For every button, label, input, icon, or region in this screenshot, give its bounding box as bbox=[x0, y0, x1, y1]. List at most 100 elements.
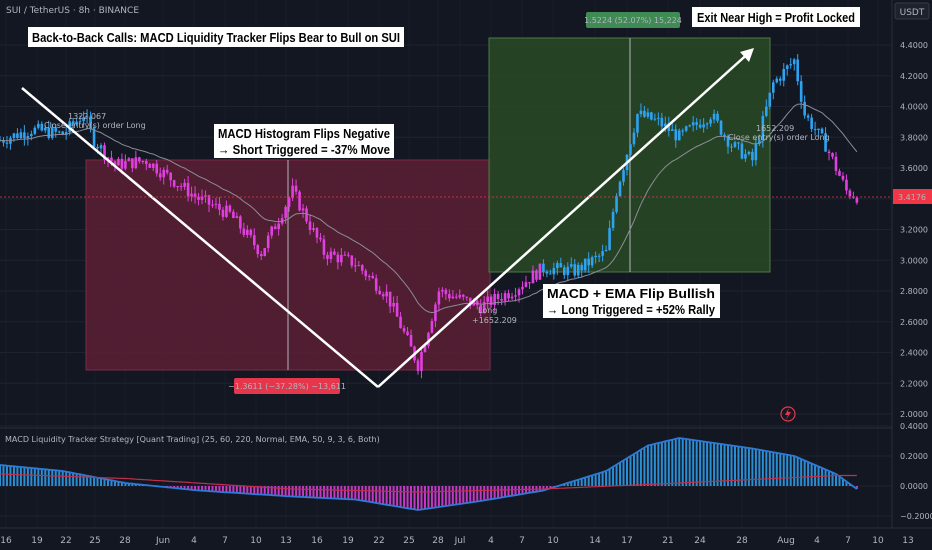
candle-body bbox=[75, 121, 78, 125]
candle-body bbox=[207, 195, 211, 205]
candle-body bbox=[131, 158, 134, 169]
candle-body bbox=[50, 127, 54, 138]
histogram-bar bbox=[789, 455, 792, 486]
candle-body bbox=[2, 140, 5, 143]
price-tick-label: 4.2000 bbox=[900, 72, 928, 81]
candle-body bbox=[618, 181, 622, 196]
candle-body bbox=[765, 106, 768, 116]
macd-tick-label: 0.2000 bbox=[900, 452, 928, 461]
candle-body bbox=[158, 173, 162, 178]
currency-badge-bg[interactable] bbox=[894, 2, 930, 20]
histogram-bar bbox=[486, 486, 489, 500]
histogram-bar bbox=[796, 457, 799, 486]
candle-body bbox=[803, 101, 806, 116]
histogram-bar bbox=[375, 486, 378, 503]
histogram-bar bbox=[406, 486, 409, 509]
candle-body bbox=[225, 205, 228, 217]
candle-body bbox=[820, 128, 824, 134]
histogram-bar bbox=[476, 486, 479, 502]
time-tick-label: 22 bbox=[60, 536, 71, 546]
candle-body bbox=[232, 211, 235, 219]
candle-body bbox=[399, 316, 402, 329]
candle-body bbox=[110, 157, 113, 162]
candle-body bbox=[186, 182, 190, 197]
histogram-bar bbox=[79, 474, 82, 486]
candle-body bbox=[629, 144, 632, 155]
histogram-bar bbox=[434, 486, 437, 508]
candle-body bbox=[747, 151, 751, 155]
histogram-bar bbox=[47, 469, 50, 486]
histogram-bar bbox=[19, 467, 22, 486]
short-measure-label-bg bbox=[234, 378, 340, 394]
candle-body bbox=[218, 203, 221, 210]
histogram-bar bbox=[30, 468, 33, 486]
histogram-bar bbox=[211, 486, 214, 492]
candle-body bbox=[489, 296, 493, 306]
time-axis-panel[interactable] bbox=[0, 528, 932, 550]
price-tick-label: 3.2000 bbox=[900, 226, 928, 235]
candle-body bbox=[719, 120, 723, 135]
macd-line bbox=[0, 437, 858, 511]
candle-body bbox=[503, 293, 507, 301]
candle-body bbox=[89, 116, 92, 129]
price-axis-panel[interactable] bbox=[892, 0, 932, 528]
histogram-bar bbox=[86, 475, 89, 486]
candle-body bbox=[371, 276, 375, 279]
candle-body bbox=[733, 142, 737, 147]
current-price-badge: 3.4176 bbox=[898, 193, 926, 202]
histogram-bar bbox=[194, 486, 197, 491]
histogram-bar bbox=[518, 486, 521, 495]
histogram-bar bbox=[727, 445, 730, 486]
candle-body bbox=[315, 228, 319, 238]
histogram-bar bbox=[605, 471, 608, 486]
candle-body bbox=[775, 78, 779, 83]
candle-body bbox=[239, 216, 242, 229]
candle-body bbox=[291, 185, 294, 199]
candle-body bbox=[388, 291, 392, 307]
histogram-bar bbox=[657, 443, 660, 486]
histogram-bar bbox=[396, 486, 399, 507]
histogram-bar bbox=[263, 486, 266, 495]
entry1-price: 1322.067 bbox=[68, 112, 106, 121]
candle-body bbox=[632, 132, 636, 145]
candle-body bbox=[23, 132, 26, 139]
candle-body bbox=[573, 264, 577, 276]
candle-body bbox=[263, 248, 267, 257]
histogram-bar bbox=[75, 473, 78, 486]
candle-body bbox=[43, 127, 47, 131]
candle-body bbox=[461, 294, 465, 297]
price-tick-label: 4.4000 bbox=[900, 41, 928, 50]
histogram-bar bbox=[580, 478, 583, 486]
histogram-bar bbox=[598, 473, 601, 486]
candle-body bbox=[374, 278, 378, 291]
candle-body bbox=[305, 208, 308, 222]
histogram-bar bbox=[800, 459, 803, 486]
histogram-bar bbox=[110, 480, 113, 486]
histogram-bar bbox=[270, 486, 273, 496]
candle-body bbox=[301, 208, 305, 211]
short-callout-line2: → Short Triggered = -37% Move bbox=[218, 142, 390, 157]
histogram-bar bbox=[350, 486, 353, 500]
histogram-bar bbox=[479, 486, 482, 501]
histogram-bar bbox=[103, 479, 106, 486]
histogram-bar bbox=[838, 476, 841, 486]
histogram-bar bbox=[343, 486, 346, 499]
candle-body bbox=[343, 254, 347, 256]
candle-body bbox=[535, 270, 538, 280]
histogram-bar bbox=[2, 465, 5, 486]
candle-body bbox=[458, 294, 462, 298]
candle-body bbox=[71, 121, 75, 125]
macd-tick-label: 0.4000 bbox=[900, 422, 928, 431]
exit-note: Exit Near High = Profit Locked bbox=[697, 10, 855, 25]
histogram-bar bbox=[702, 441, 705, 486]
candle-body bbox=[214, 203, 218, 205]
flash-icon[interactable] bbox=[780, 406, 796, 422]
symbol-line: SUI / TetherUS · 8h · BINANCE bbox=[6, 6, 139, 16]
candle-body bbox=[664, 123, 667, 127]
histogram-bar bbox=[493, 486, 496, 499]
currency-badge[interactable]: USDT bbox=[900, 8, 925, 18]
candle-body bbox=[695, 122, 698, 125]
candle-body bbox=[200, 196, 204, 200]
time-tick-label: 22 bbox=[373, 536, 384, 546]
